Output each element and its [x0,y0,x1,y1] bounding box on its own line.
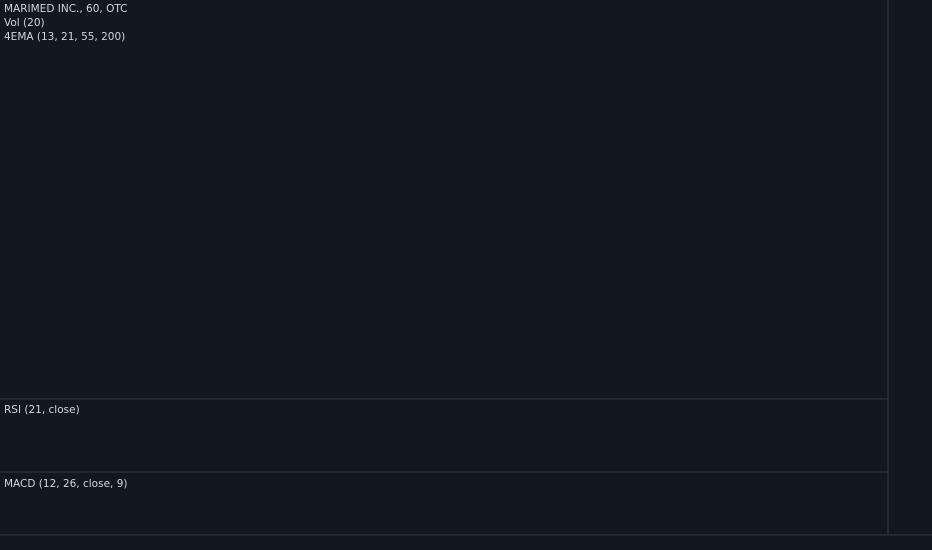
ema-title: 4EMA (13, 21, 55, 200) [4,31,125,43]
chart-title: MARIMED INC., 60, OTC [4,3,127,15]
macd-title: MACD (12, 26, close, 9) [4,478,127,490]
volume-title: Vol (20) [4,17,45,29]
rsi-title: RSI (21, close) [4,404,80,416]
